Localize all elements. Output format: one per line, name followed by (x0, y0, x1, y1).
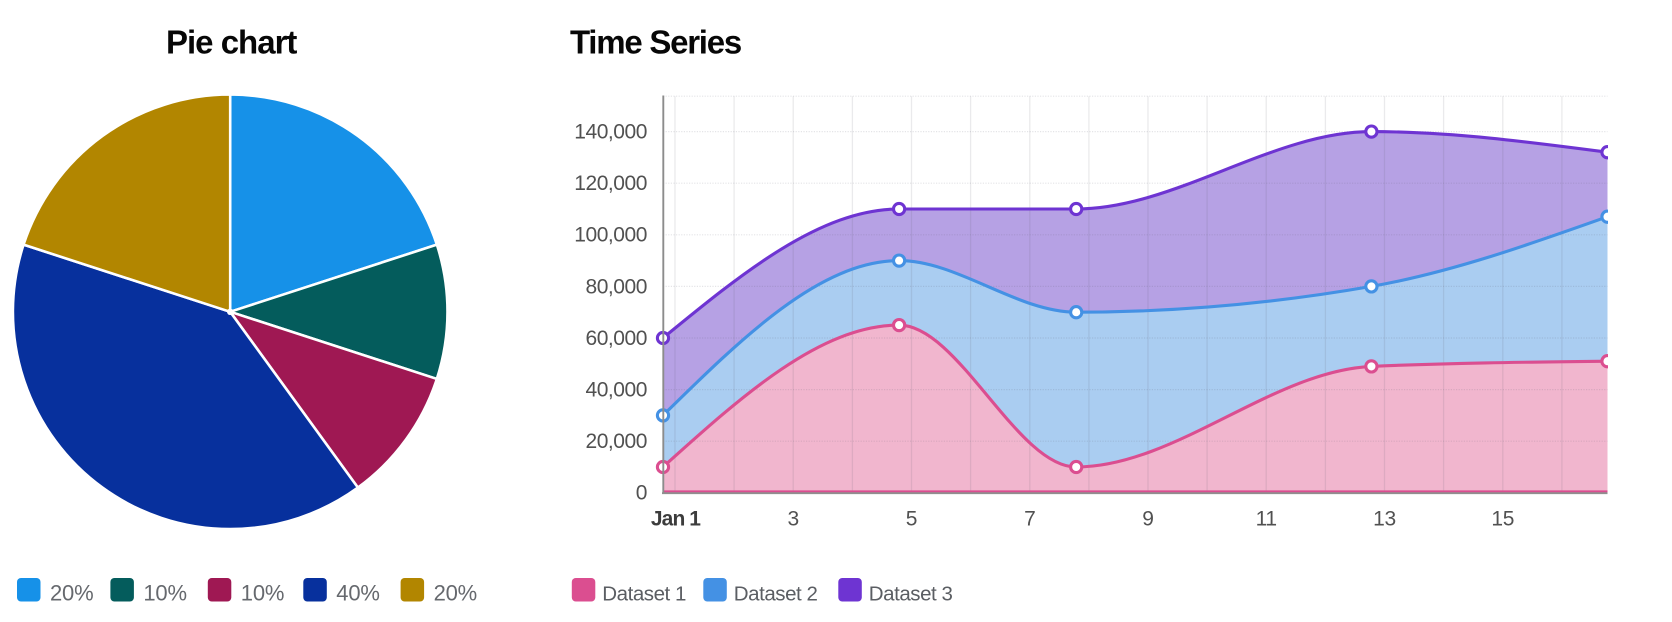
svg-text:20%: 20% (50, 581, 93, 606)
svg-text:13: 13 (1373, 508, 1396, 531)
svg-text:0: 0 (636, 482, 647, 505)
svg-text:10%: 10% (143, 581, 186, 606)
svg-text:120,000: 120,000 (574, 172, 647, 195)
svg-text:Pie chart: Pie chart (166, 24, 297, 61)
svg-text:20,000: 20,000 (585, 430, 647, 453)
svg-text:5: 5 (906, 508, 917, 531)
svg-text:80,000: 80,000 (585, 275, 647, 298)
svg-text:100,000: 100,000 (574, 224, 647, 247)
svg-text:9: 9 (1142, 508, 1153, 531)
svg-text:60,000: 60,000 (585, 327, 647, 350)
svg-text:Dataset 1: Dataset 1 (602, 583, 686, 606)
svg-text:20%: 20% (434, 581, 477, 606)
svg-text:Dataset 3: Dataset 3 (869, 583, 953, 606)
svg-text:40%: 40% (336, 581, 379, 606)
svg-text:Dataset 2: Dataset 2 (734, 583, 818, 606)
svg-text:15: 15 (1491, 508, 1514, 531)
svg-text:3: 3 (788, 508, 799, 531)
svg-text:11: 11 (1256, 508, 1277, 531)
svg-text:10%: 10% (241, 581, 284, 606)
svg-text:7: 7 (1024, 508, 1035, 531)
svg-text:Time Series: Time Series (570, 24, 741, 61)
svg-text:40,000: 40,000 (585, 379, 647, 402)
svg-text:Jan 1: Jan 1 (651, 508, 701, 531)
svg-text:140,000: 140,000 (574, 121, 647, 144)
